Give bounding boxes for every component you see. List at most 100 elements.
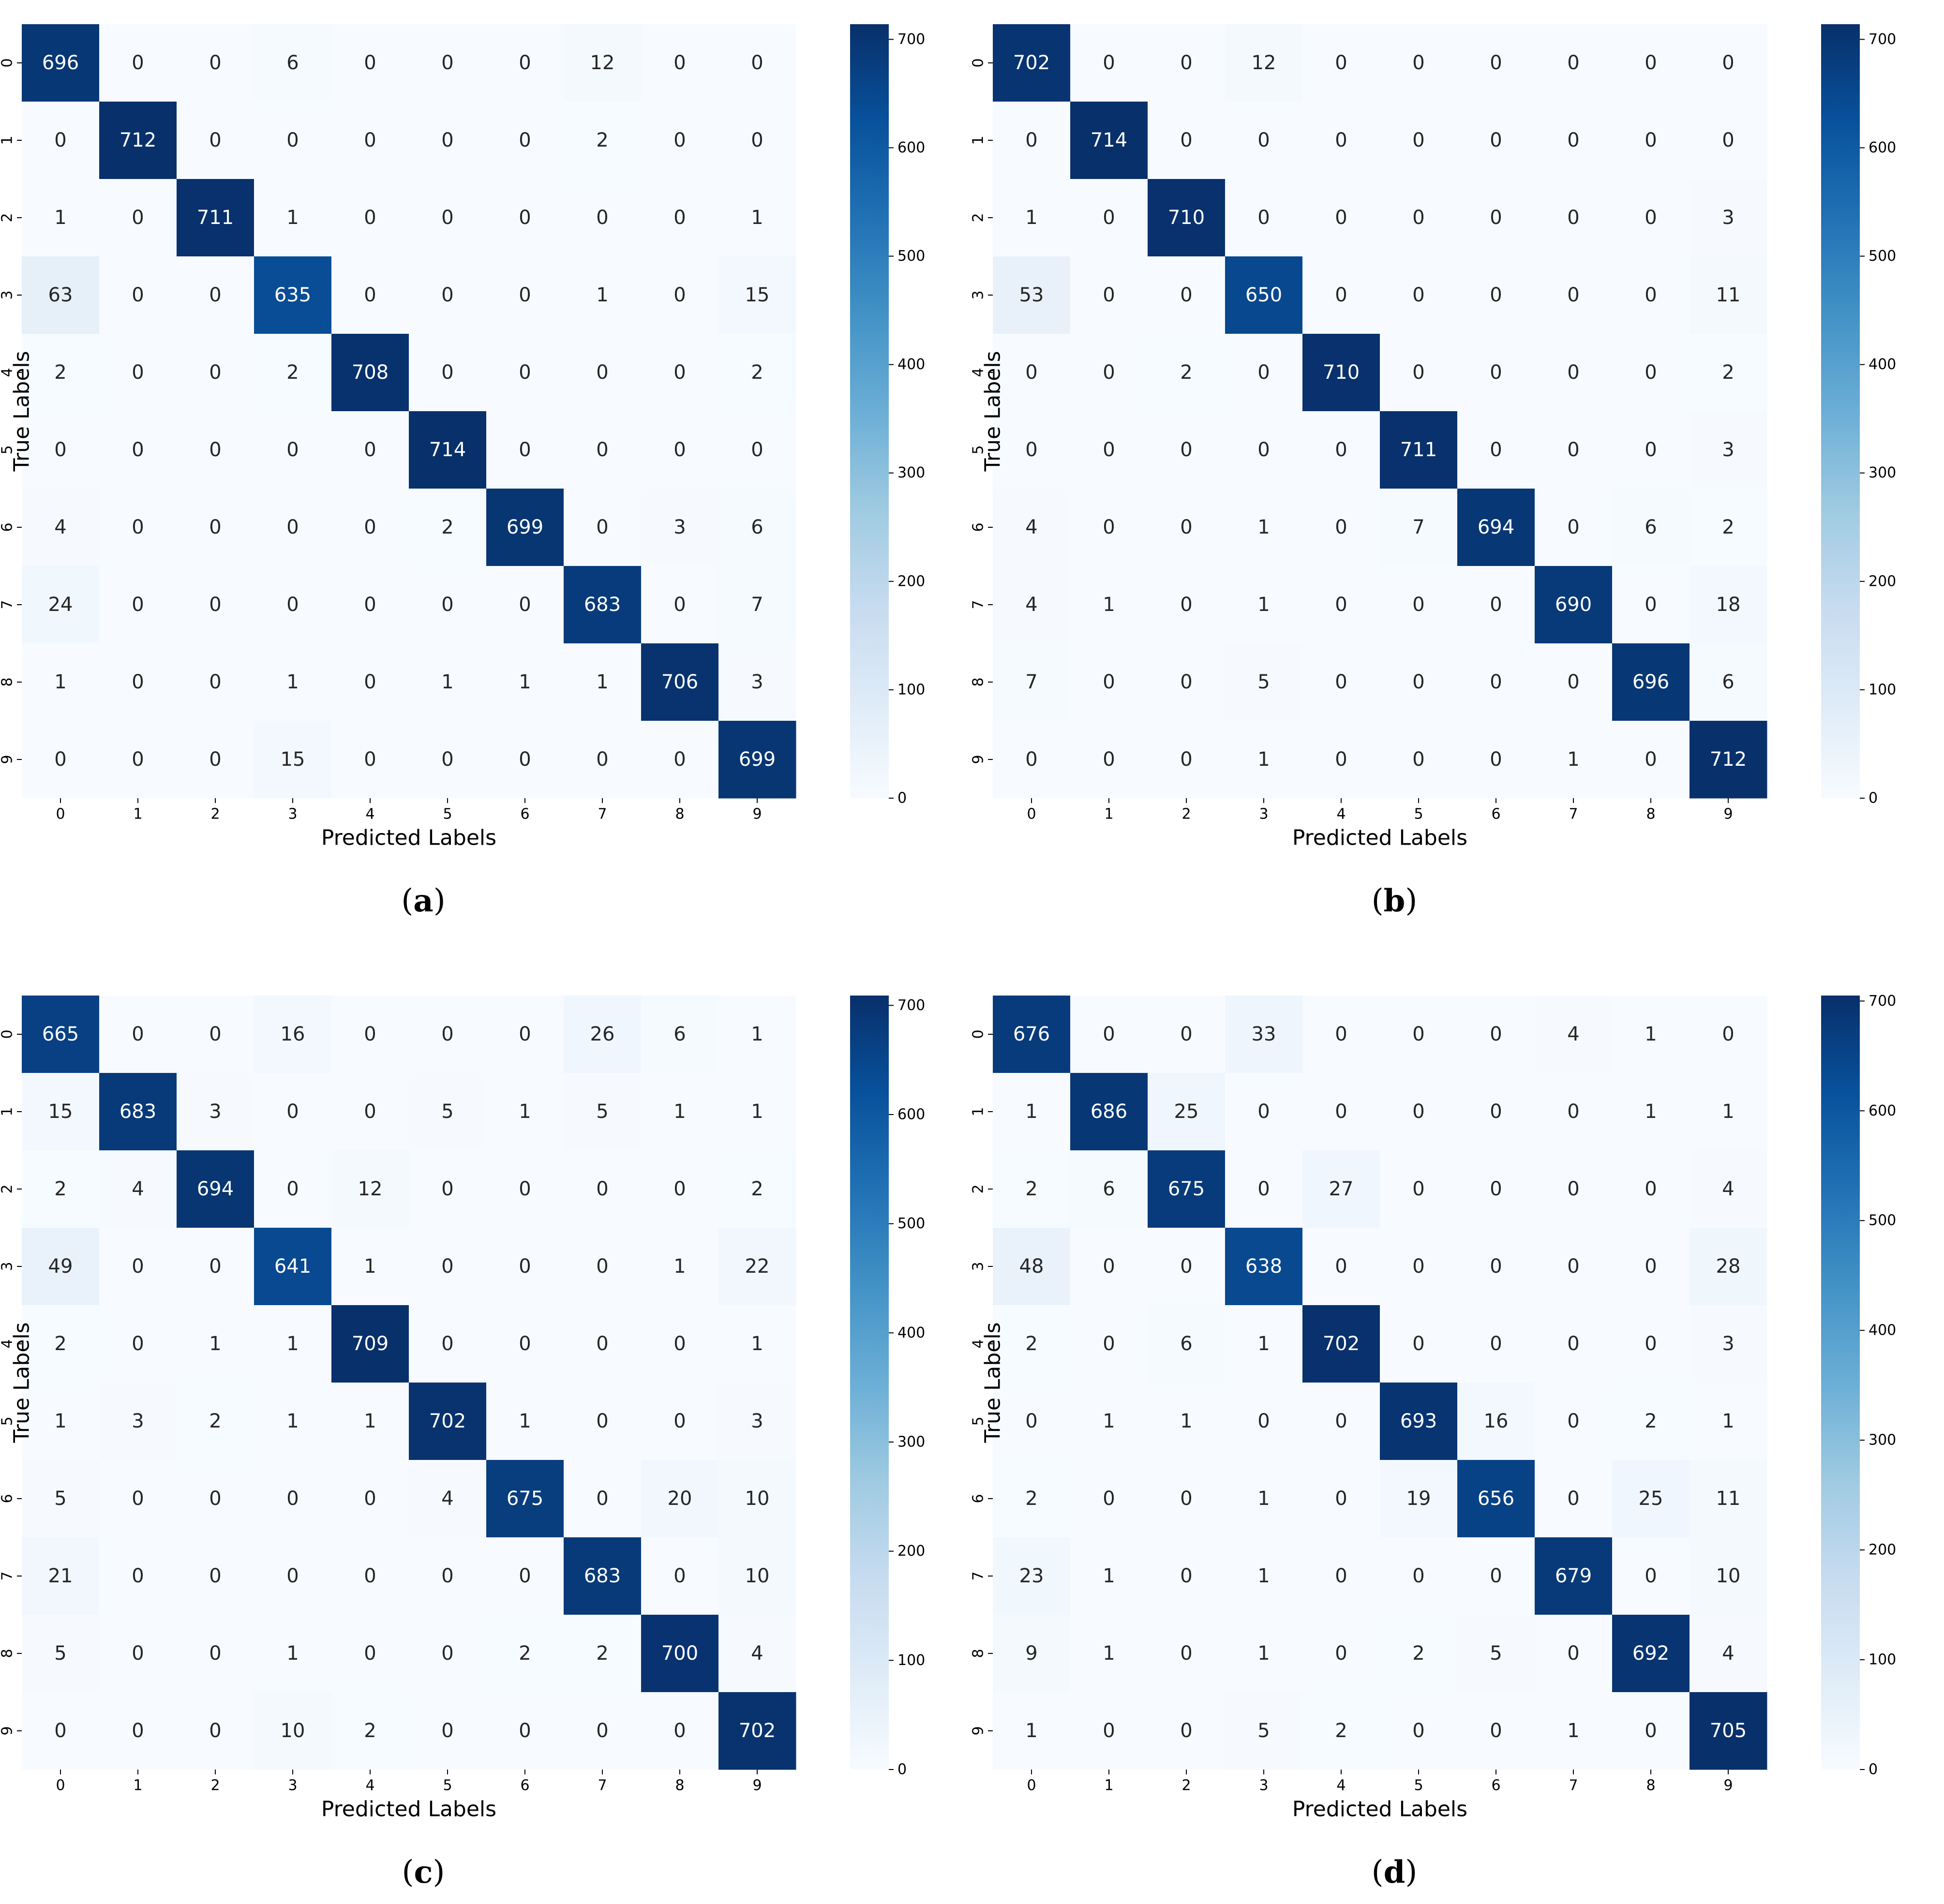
y-axis-label: True Labels xyxy=(981,351,1005,472)
cell-value: 0 xyxy=(1412,1333,1424,1355)
heatmap-cell xyxy=(409,334,487,412)
heatmap-cell xyxy=(22,102,100,179)
heatmap-cell xyxy=(1612,1383,1690,1460)
cell-value: 9 xyxy=(1025,1642,1037,1665)
heatmap-cell xyxy=(99,1150,177,1228)
heatmap-cell xyxy=(564,1692,642,1770)
colorbar-tick-label: 100 xyxy=(897,1652,925,1669)
heatmap-cell xyxy=(993,256,1071,334)
cell-value: 0 xyxy=(441,284,453,306)
heatmap-cell xyxy=(99,996,177,1073)
cell-value: 2 xyxy=(54,361,66,384)
cell-value: 0 xyxy=(1103,1255,1115,1278)
cell-value: 0 xyxy=(1335,129,1347,151)
cell-value: 0 xyxy=(286,516,299,538)
cell-value: 0 xyxy=(1335,1488,1347,1510)
heatmap-cell xyxy=(22,566,100,644)
heatmap-cell xyxy=(564,1073,642,1151)
cell-value: 656 xyxy=(1478,1488,1514,1510)
heatmap-cell xyxy=(564,489,642,566)
heatmap-cell xyxy=(22,1692,100,1770)
heatmap-cell xyxy=(1457,24,1535,102)
cell-value: 0 xyxy=(1645,52,1657,74)
y-tick-label: 0 xyxy=(0,1029,16,1039)
cell-value: 1 xyxy=(54,1410,66,1432)
heatmap-cell xyxy=(177,1383,254,1460)
cell-value: 2 xyxy=(1412,1642,1424,1665)
cell-value: 693 xyxy=(1400,1410,1437,1432)
cell-value: 12 xyxy=(358,1178,383,1200)
cell-value: 0 xyxy=(209,1642,221,1665)
cell-value: 22 xyxy=(745,1255,770,1278)
heatmap-cell xyxy=(409,179,487,257)
heatmap-cell xyxy=(718,1228,796,1306)
x-tick-label: 3 xyxy=(288,1777,297,1794)
cell-value: 0 xyxy=(441,52,453,74)
cell-value: 6 xyxy=(286,52,299,74)
heatmap-cell xyxy=(1535,411,1613,489)
heatmap-cell xyxy=(1070,1615,1148,1693)
heatmap-cell xyxy=(409,489,487,566)
cell-value: 692 xyxy=(1632,1642,1669,1665)
heatmap-cell xyxy=(1148,1537,1226,1615)
heatmap-cell xyxy=(409,721,487,799)
panel-b: 702 0 0 12 0 0 0 0 0 00 714 0 0 0 0 0 0 0 01 0 710 0 0 0 0 0 0 353 0… xyxy=(970,24,1896,919)
y-tick-label: 4 xyxy=(970,1339,987,1348)
x-tick-label: 9 xyxy=(1723,806,1733,823)
heatmap-cell xyxy=(1070,256,1148,334)
cell-value: 0 xyxy=(1490,1101,1502,1123)
cell-value: 53 xyxy=(1019,284,1044,306)
cell-value: 4 xyxy=(1722,1178,1734,1200)
cell-value: 21 xyxy=(48,1565,73,1587)
heatmap-cell xyxy=(1380,1615,1458,1693)
x-tick-label: 1 xyxy=(1104,1777,1113,1794)
colorbar-tick-label: 600 xyxy=(1869,139,1896,156)
heatmap-cell xyxy=(254,1615,332,1693)
cell-value: 2 xyxy=(1645,1410,1657,1432)
cell-value: 0 xyxy=(1645,1565,1657,1587)
heatmap-cell xyxy=(177,1073,254,1151)
heatmap-cell xyxy=(331,1383,409,1460)
x-tick-label: 1 xyxy=(133,806,142,823)
heatmap-cell xyxy=(99,489,177,566)
heatmap-cell xyxy=(641,996,719,1073)
heatmap-cell xyxy=(718,1073,796,1151)
heatmap-cell xyxy=(718,1692,796,1770)
heatmap-cell xyxy=(1690,1537,1767,1615)
cell-value: 0 xyxy=(673,207,686,229)
cell-value: 0 xyxy=(1412,1255,1424,1278)
heatmap-cell xyxy=(486,1615,564,1693)
heatmap-cell xyxy=(1457,566,1535,644)
heatmap-cell xyxy=(331,1615,409,1693)
cell-value: 28 xyxy=(1716,1255,1741,1278)
cell-value: 0 xyxy=(1567,671,1579,693)
heatmap-cell xyxy=(1380,1073,1458,1151)
heatmap-cell xyxy=(409,643,487,721)
cell-value: 0 xyxy=(209,1565,221,1587)
x-axis-label: Predicted Labels xyxy=(1292,826,1467,850)
heatmap-cell xyxy=(641,1305,719,1383)
x-tick-label: 3 xyxy=(1259,806,1268,823)
heatmap-cell xyxy=(1612,566,1690,644)
heatmap-cell xyxy=(254,256,332,334)
cell-value: 6 xyxy=(1645,516,1657,538)
heatmap-cell xyxy=(1070,24,1148,102)
cell-value: 4 xyxy=(1567,1023,1579,1045)
cell-value: 0 xyxy=(1412,1101,1424,1123)
heatmap-cell xyxy=(177,179,254,257)
cell-value: 0 xyxy=(1025,361,1037,384)
cell-value: 0 xyxy=(1645,207,1657,229)
heatmap-cell xyxy=(1535,256,1613,334)
heatmap-cell xyxy=(564,1228,642,1306)
cell-value: 650 xyxy=(1245,284,1282,306)
heatmap-cell xyxy=(1457,1150,1535,1228)
cell-value: 10 xyxy=(281,1720,305,1742)
cell-value: 1 xyxy=(286,1333,299,1355)
cell-value: 33 xyxy=(1252,1023,1276,1045)
cell-value: 0 xyxy=(596,1488,608,1510)
heatmap-cell xyxy=(1302,1228,1380,1306)
heatmap-cell xyxy=(993,1537,1071,1615)
cell-value: 0 xyxy=(1335,207,1347,229)
heatmap-cell xyxy=(331,996,409,1073)
heatmap-cell xyxy=(1380,489,1458,566)
